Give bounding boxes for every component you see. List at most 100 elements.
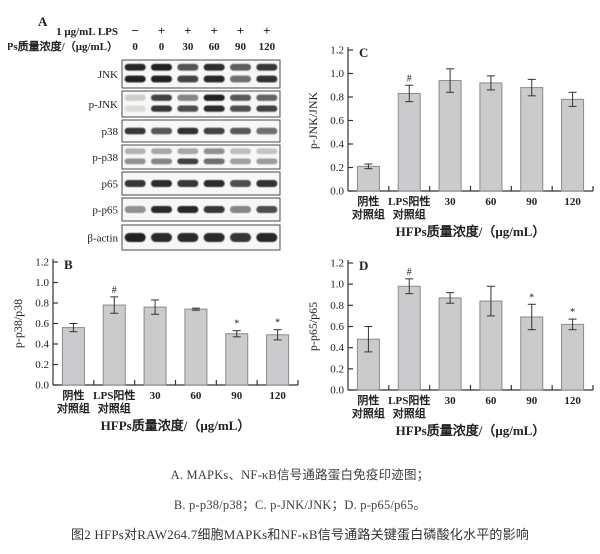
- blot-row-label: p-p38: [92, 152, 118, 164]
- bar: [438, 297, 462, 391]
- blot-band: [256, 94, 278, 101]
- lane-header-label: HFPs质量浓度/（μg/mL）: [8, 39, 118, 53]
- blot-box-p38: [121, 119, 281, 143]
- y-axis-title: p-p65/p65: [306, 302, 320, 351]
- blot-band: [177, 148, 199, 155]
- x-axis-title: HFPs质量浓度/（μg/mL）: [396, 423, 546, 438]
- blot-band: [177, 233, 199, 242]
- blot-box-p65: [121, 171, 281, 196]
- blot-band: [230, 206, 251, 213]
- blot-band: [177, 105, 199, 112]
- x-category-label: 阴性: [62, 388, 84, 402]
- x-category-label: 90: [526, 395, 538, 407]
- bar: [561, 323, 585, 391]
- bar: [184, 308, 208, 386]
- bar: [225, 333, 249, 386]
- blot-band: [124, 233, 146, 242]
- x-category-label: 90: [526, 196, 538, 208]
- significance-marker: *: [529, 292, 534, 303]
- blot-band: [203, 127, 225, 135]
- blot-band: [230, 75, 251, 83]
- significance-marker: *: [275, 318, 280, 329]
- blot-band: [256, 148, 278, 155]
- x-category-label: LPS阳性: [93, 388, 135, 402]
- x-axis-title: HFPs质量浓度/（μg/mL）: [396, 224, 546, 239]
- x-category-label: 阴性: [357, 393, 379, 407]
- y-tick-label: 0.8: [35, 298, 49, 310]
- blot-band: [203, 94, 225, 101]
- blot-row-label: p65: [102, 179, 119, 191]
- lane-header-label: 1 μg/mL LPS: [56, 26, 118, 38]
- bar: [438, 80, 462, 192]
- blot-row-label: p-p65: [92, 205, 118, 217]
- x-category-label: 120: [564, 395, 581, 407]
- blot-band: [203, 233, 225, 242]
- x-category-label: 30: [150, 390, 162, 402]
- lane-header-value: +: [210, 23, 217, 38]
- blot-band: [177, 94, 199, 101]
- blot-band: [177, 127, 199, 135]
- blot-band: [177, 75, 199, 83]
- x-category-label: 对照组: [352, 406, 385, 420]
- bar: [102, 304, 126, 386]
- blot-band: [230, 233, 251, 242]
- blot-band: [151, 75, 172, 83]
- y-tick-label: 1.2: [330, 45, 344, 57]
- blot-band: [124, 63, 146, 71]
- caption-line-a: A. MAPKs、NF-κB信号通路蛋白免疫印迹图；: [170, 468, 430, 482]
- y-tick-label: 1.2: [330, 258, 344, 270]
- blot-band: [256, 127, 278, 135]
- blot-band: [151, 105, 172, 112]
- x-category-label: 对照组: [393, 207, 426, 221]
- blot-row-label: p-JNK: [89, 99, 118, 111]
- y-tick-label: 0.6: [330, 321, 344, 333]
- blot-row-label: p38: [102, 126, 119, 138]
- x-category-label: 对照组: [393, 406, 426, 420]
- blot-band: [177, 63, 199, 71]
- blot-band: [230, 148, 251, 155]
- bar: [397, 285, 421, 391]
- blot-band: [256, 105, 278, 112]
- blot-band: [177, 206, 199, 213]
- lane-header-value: 0: [132, 41, 138, 53]
- blot-band: [177, 180, 199, 187]
- blot-band: [256, 180, 278, 187]
- lane-header-value: 90: [235, 41, 247, 53]
- blot-band: [151, 148, 172, 155]
- blot-band: [124, 158, 146, 165]
- lane-header-value: 120: [259, 41, 276, 53]
- blot-band: [203, 75, 225, 83]
- x-category-label: 90: [231, 390, 243, 402]
- blot-band: [151, 206, 172, 213]
- blot-band: [256, 158, 278, 165]
- y-tick-label: 1.2: [35, 257, 49, 269]
- blot-band: [151, 180, 172, 187]
- blot-band: [256, 206, 278, 213]
- blot-band: [256, 75, 278, 83]
- blot-box-p-JNK: [121, 90, 281, 118]
- panel-letter-B: B: [64, 257, 73, 272]
- y-tick-label: 0.4: [330, 342, 344, 354]
- blot-band: [203, 63, 225, 71]
- blot-band: [151, 94, 172, 101]
- blot-band: [230, 63, 251, 71]
- blot-box-β-actin: [121, 224, 281, 251]
- blot-band: [151, 63, 172, 71]
- y-tick-label: 1.0: [330, 279, 344, 291]
- bar-chart-p-p65: 0.0 0.2 0.4 0.6 0.8 1.0 1.2 阴性 对照组 # LPS阳性 对照组 30 60 *…: [303, 253, 600, 454]
- blot-band: [177, 158, 199, 165]
- blot-band: [124, 180, 146, 187]
- blot-box-JNK: [121, 59, 281, 89]
- blot-box-p-p65: [121, 197, 281, 222]
- y-tick-label: 1.0: [35, 277, 49, 289]
- blot-band: [124, 127, 146, 135]
- y-tick-label: 0.4: [35, 339, 49, 351]
- blot-band: [151, 158, 172, 165]
- figure-title: 图2 HFPs对RAW264.7细胞MAPKs和NF-κB信号通路关键蛋白磷酸化…: [71, 527, 529, 542]
- y-tick-label: 0.6: [330, 115, 344, 127]
- x-category-label: 阴性: [357, 194, 379, 208]
- blot-band: [203, 158, 225, 165]
